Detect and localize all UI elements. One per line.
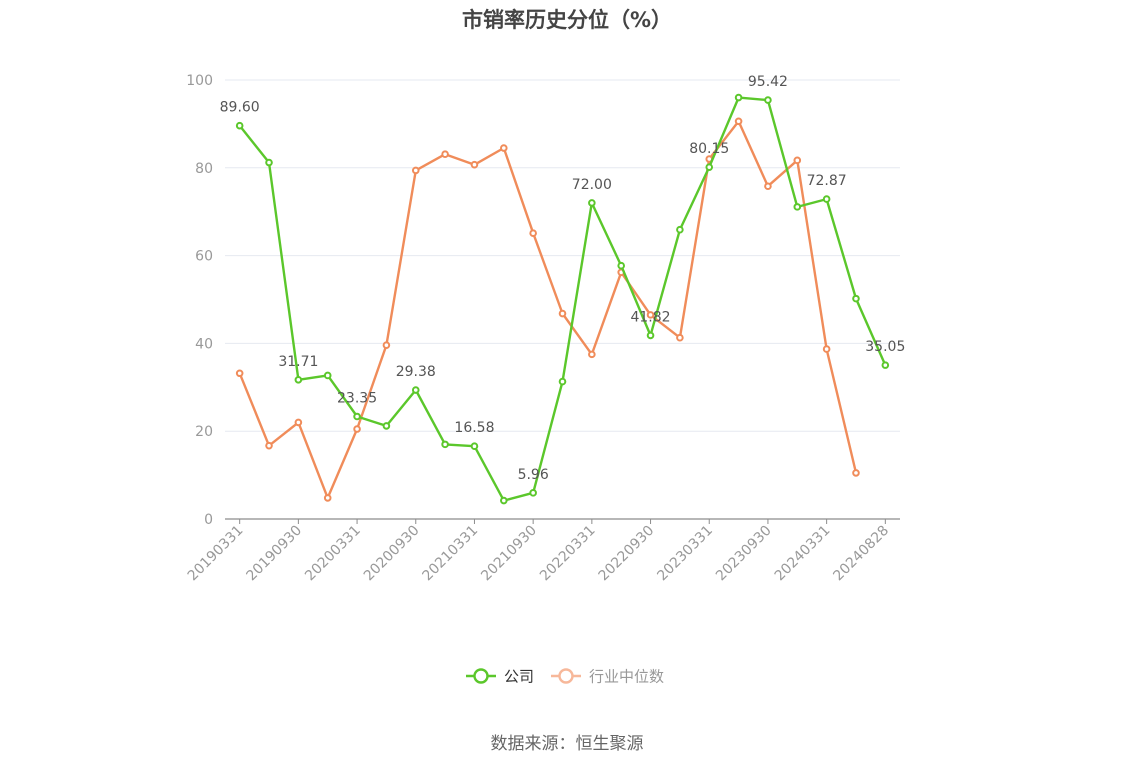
data-label: 72.87 xyxy=(807,173,847,189)
data-point xyxy=(382,341,391,349)
data-source: 数据来源：恒生聚源 xyxy=(490,734,644,754)
data-point xyxy=(558,377,567,386)
data-label: 95.42 xyxy=(748,74,788,90)
data-label: 35.05 xyxy=(865,339,905,355)
data-point xyxy=(646,311,655,319)
data-point xyxy=(793,156,802,165)
legend-marker xyxy=(473,668,489,684)
x-tick-label: 20230930 xyxy=(713,523,775,585)
x-tick-label: 20200930 xyxy=(361,523,423,585)
data-point xyxy=(705,163,714,171)
data-point xyxy=(734,117,743,126)
y-tick-label: 100 xyxy=(186,73,213,89)
series-line-0 xyxy=(238,96,887,502)
data-point xyxy=(470,160,479,169)
data-point xyxy=(441,440,449,449)
data-point xyxy=(323,371,332,380)
data-label: 72.00 xyxy=(572,177,612,193)
y-tick-label: 20 xyxy=(195,424,213,440)
data-point xyxy=(764,182,772,191)
data-point xyxy=(676,333,684,342)
y-axis: 0 20 40 60 80 100 xyxy=(186,73,213,528)
data-point xyxy=(500,144,508,152)
data-point xyxy=(793,203,802,211)
x-tick-label: 20210331 xyxy=(420,523,482,585)
data-point xyxy=(822,345,831,353)
data-point xyxy=(529,229,537,238)
data-point xyxy=(353,412,361,421)
data-label: 16.58 xyxy=(454,420,494,436)
legend[interactable]: 公司 行业中位数 xyxy=(466,668,664,686)
data-point xyxy=(235,369,244,378)
data-point xyxy=(617,261,625,270)
x-tick-label: 20190331 xyxy=(185,523,247,585)
data-label: 41.82 xyxy=(630,309,670,325)
data-label: 23.35 xyxy=(337,390,377,406)
y-tick-label: 60 xyxy=(195,249,213,265)
data-point xyxy=(294,418,303,427)
x-tick-label: 20230331 xyxy=(654,523,716,585)
data-point xyxy=(500,496,508,505)
legend-label: 公司 xyxy=(504,668,534,686)
series-line-1 xyxy=(238,120,858,500)
data-point xyxy=(588,350,596,359)
data-point xyxy=(558,309,567,318)
data-label: 31.71 xyxy=(278,354,318,370)
data-point xyxy=(764,96,772,104)
data-point xyxy=(235,121,244,130)
data-point xyxy=(265,441,273,450)
x-tick-label: 20220331 xyxy=(537,523,599,585)
data-point xyxy=(353,425,361,433)
data-point xyxy=(382,422,391,430)
legend-marker xyxy=(558,668,574,684)
x-tick-label: 20220930 xyxy=(596,523,658,585)
x-tick-label: 20210930 xyxy=(478,523,540,585)
grid-lines xyxy=(225,79,900,432)
series-lines xyxy=(235,93,890,505)
data-label: 5.96 xyxy=(518,467,549,483)
data-point xyxy=(529,489,537,497)
x-tick-label: 20240331 xyxy=(772,523,834,585)
data-point xyxy=(470,442,479,451)
data-point xyxy=(676,225,684,234)
data-label: 80.15 xyxy=(689,141,729,157)
x-axis: 2019033120190930202003312020093020210331… xyxy=(185,518,900,585)
x-tick-label: 20190930 xyxy=(243,523,305,585)
x-tick-label: 20240828 xyxy=(830,523,892,585)
data-point xyxy=(734,93,743,102)
y-tick-label: 40 xyxy=(195,336,213,352)
y-tick-label: 80 xyxy=(195,161,213,177)
data-point xyxy=(265,158,273,167)
x-tick-label: 20200331 xyxy=(302,523,364,585)
data-point xyxy=(852,469,860,477)
legend-item-0[interactable]: 公司 xyxy=(466,668,534,686)
data-labels: 89.60 31.71 23.35 29.38 16.58 5.96 72.00 41.82 8… xyxy=(220,74,906,483)
data-point xyxy=(646,331,655,340)
data-point xyxy=(881,361,890,369)
data-point xyxy=(441,150,449,158)
data-point xyxy=(294,375,303,384)
data-point xyxy=(323,494,332,502)
data-point xyxy=(588,199,596,207)
chart-title: 市销率历史分位（%） xyxy=(461,8,673,32)
data-point xyxy=(411,166,420,175)
legend-item-1[interactable]: 行业中位数 xyxy=(551,668,664,686)
y-tick-label: 0 xyxy=(204,512,213,528)
data-point xyxy=(852,294,860,303)
data-point xyxy=(822,195,831,203)
data-label: 89.60 xyxy=(220,100,260,116)
data-point xyxy=(411,386,420,394)
legend-label: 行业中位数 xyxy=(589,668,664,686)
data-label: 29.38 xyxy=(396,364,436,380)
